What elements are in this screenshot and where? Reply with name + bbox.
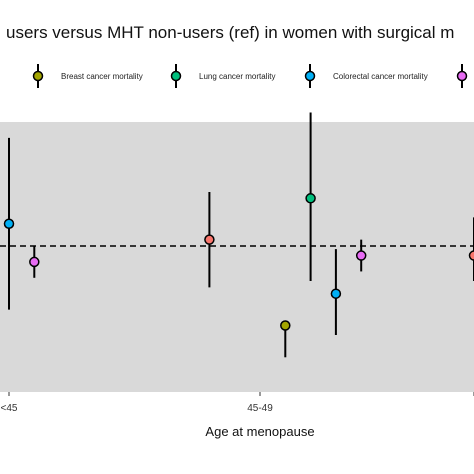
x-axis: <45 45-49 bbox=[1, 392, 474, 414]
data-point bbox=[305, 193, 316, 204]
data-point bbox=[355, 250, 367, 261]
legend-key-point bbox=[32, 70, 44, 82]
legend-label: Colorectal cancer mortality bbox=[333, 72, 428, 81]
legend-key-point bbox=[304, 70, 316, 82]
legend-label: Breast cancer mortality bbox=[61, 72, 143, 81]
plot-panel bbox=[0, 122, 474, 392]
data-point bbox=[3, 218, 15, 229]
x-axis-title: Age at menopause bbox=[205, 424, 314, 439]
legend-label: Lung cancer mortality bbox=[199, 72, 275, 81]
data-point bbox=[204, 234, 215, 245]
legend-item: Breast cancer mortality bbox=[32, 64, 143, 88]
legend-item: Colorectal cancer mortality bbox=[304, 64, 428, 88]
legend-key-point bbox=[456, 70, 468, 82]
legend-item: Lung cancer mortality bbox=[170, 64, 275, 88]
data-point bbox=[280, 320, 291, 331]
chart-title: users versus MHT non-users (ref) in wome… bbox=[6, 23, 454, 42]
data-point bbox=[29, 256, 40, 268]
x-tick-label: <45 bbox=[1, 403, 18, 414]
data-point bbox=[330, 288, 342, 299]
legend-item bbox=[456, 64, 468, 88]
legend-key-point bbox=[170, 70, 182, 82]
data-point bbox=[468, 250, 474, 261]
x-tick-label: 45-49 bbox=[247, 403, 273, 414]
